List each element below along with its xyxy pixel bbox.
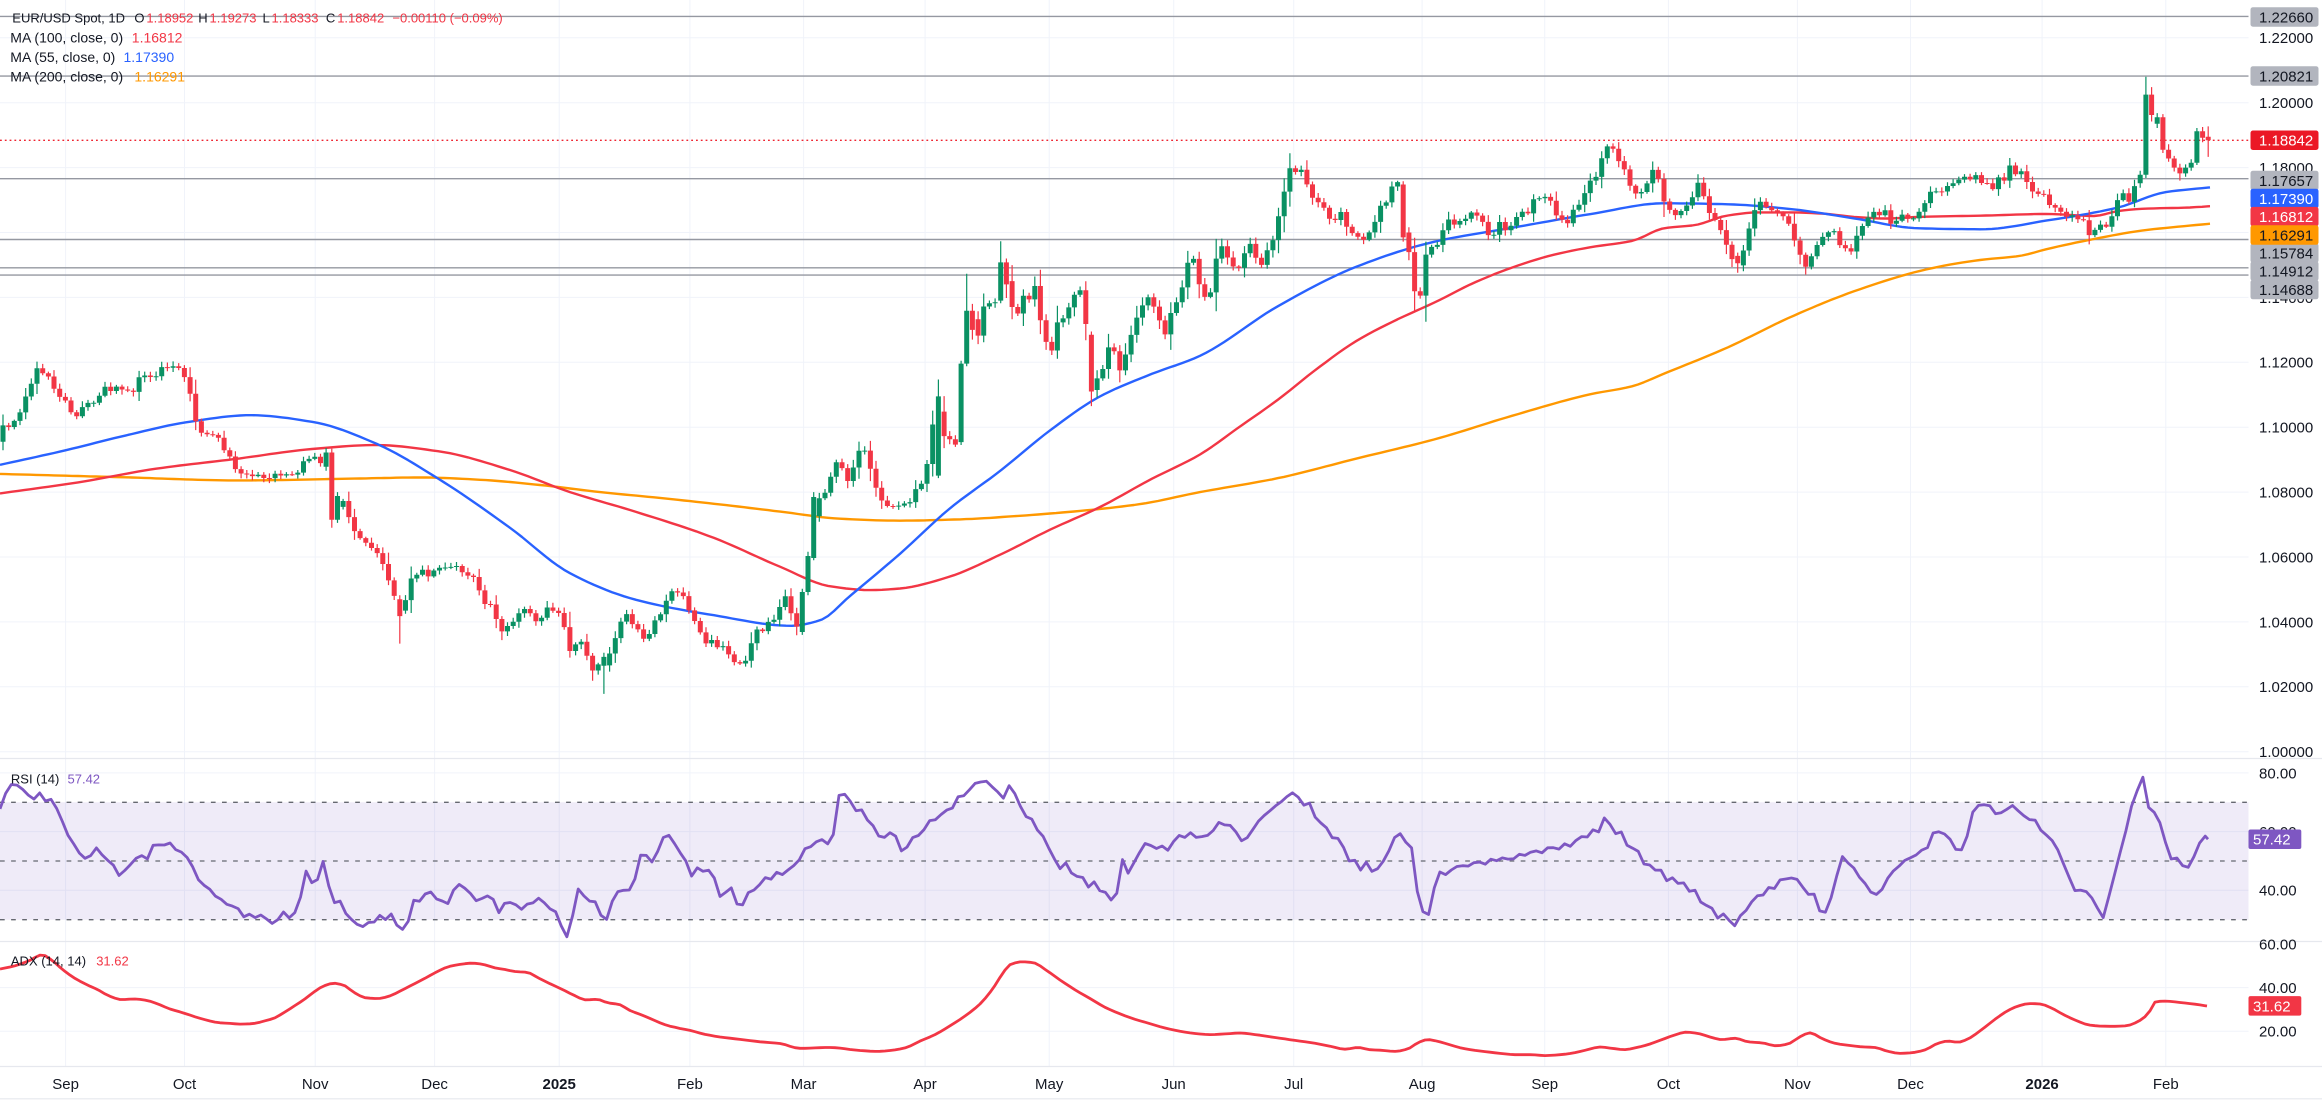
svg-text:Sep: Sep — [1531, 1076, 1558, 1093]
svg-text:May: May — [1035, 1076, 1064, 1093]
svg-text:MA (55, close, 0): MA (55, close, 0) — [10, 49, 115, 65]
svg-text:1.22660: 1.22660 — [2259, 9, 2313, 26]
svg-text:C: C — [326, 11, 335, 26]
svg-text:2025: 2025 — [543, 1076, 576, 1093]
svg-text:O: O — [134, 11, 144, 26]
svg-text:57.42: 57.42 — [2253, 832, 2291, 849]
svg-text:Mar: Mar — [791, 1076, 817, 1093]
svg-text:1.16291: 1.16291 — [134, 69, 185, 85]
svg-text:RSI (14): RSI (14) — [11, 772, 59, 787]
svg-text:H: H — [198, 11, 207, 26]
svg-text:1.16812: 1.16812 — [132, 30, 183, 46]
svg-text:EUR/USD Spot, 1D: EUR/USD Spot, 1D — [12, 11, 125, 26]
svg-text:1.20000: 1.20000 — [2259, 95, 2313, 112]
svg-text:1.16291: 1.16291 — [2259, 228, 2313, 245]
svg-text:1.18842: 1.18842 — [337, 11, 384, 26]
svg-text:Jul: Jul — [1284, 1076, 1303, 1093]
svg-text:Nov: Nov — [302, 1076, 329, 1093]
svg-text:1.08000: 1.08000 — [2259, 485, 2313, 502]
svg-text:1.00000: 1.00000 — [2259, 744, 2313, 761]
svg-text:Aug: Aug — [1409, 1076, 1436, 1093]
svg-text:1.17390: 1.17390 — [2259, 191, 2313, 208]
svg-text:31.62: 31.62 — [2253, 998, 2291, 1015]
svg-text:Feb: Feb — [677, 1076, 703, 1093]
svg-text:1.04000: 1.04000 — [2259, 614, 2313, 631]
svg-text:1.22000: 1.22000 — [2259, 30, 2313, 47]
svg-text:1.17657: 1.17657 — [2259, 173, 2313, 190]
svg-text:1.18333: 1.18333 — [272, 11, 319, 26]
svg-text:Nov: Nov — [1784, 1076, 1811, 1093]
svg-text:1.16812: 1.16812 — [2259, 209, 2313, 226]
svg-text:1.18952: 1.18952 — [146, 11, 193, 26]
svg-text:1.14688: 1.14688 — [2259, 282, 2313, 299]
svg-text:MA (100, close, 0): MA (100, close, 0) — [10, 30, 123, 46]
svg-text:40.00: 40.00 — [2259, 980, 2297, 997]
svg-text:57.42: 57.42 — [68, 772, 101, 787]
svg-text:Apr: Apr — [913, 1076, 936, 1093]
svg-text:1.18842: 1.18842 — [2259, 133, 2313, 150]
svg-text:Dec: Dec — [1897, 1076, 1924, 1093]
svg-text:60.00: 60.00 — [2259, 936, 2297, 953]
svg-text:ADX (14, 14): ADX (14, 14) — [11, 954, 86, 969]
svg-text:1.15784: 1.15784 — [2259, 246, 2313, 263]
svg-text:1.17390: 1.17390 — [124, 49, 175, 65]
svg-text:31.62: 31.62 — [96, 954, 129, 969]
svg-text:1.02000: 1.02000 — [2259, 679, 2313, 696]
svg-text:−0.00110 (−0.09%): −0.00110 (−0.09%) — [392, 11, 502, 26]
svg-text:Sep: Sep — [52, 1076, 79, 1093]
svg-text:1.19273: 1.19273 — [210, 11, 257, 26]
svg-text:2026: 2026 — [2025, 1076, 2058, 1093]
svg-text:Jun: Jun — [1162, 1076, 1186, 1093]
svg-text:1.20821: 1.20821 — [2259, 68, 2313, 85]
svg-text:20.00: 20.00 — [2259, 1024, 2297, 1041]
svg-text:Oct: Oct — [1657, 1076, 1681, 1093]
svg-text:40.00: 40.00 — [2259, 883, 2297, 900]
svg-text:Feb: Feb — [2153, 1076, 2179, 1093]
svg-text:Dec: Dec — [421, 1076, 448, 1093]
svg-text:1.06000: 1.06000 — [2259, 549, 2313, 566]
svg-text:1.12000: 1.12000 — [2259, 355, 2313, 372]
svg-text:1.14912: 1.14912 — [2259, 264, 2313, 281]
svg-text:1.10000: 1.10000 — [2259, 420, 2313, 437]
svg-text:L: L — [263, 11, 270, 26]
svg-text:MA (200, close, 0): MA (200, close, 0) — [10, 69, 123, 85]
svg-text:Oct: Oct — [173, 1076, 197, 1093]
svg-text:80.00: 80.00 — [2259, 765, 2297, 782]
